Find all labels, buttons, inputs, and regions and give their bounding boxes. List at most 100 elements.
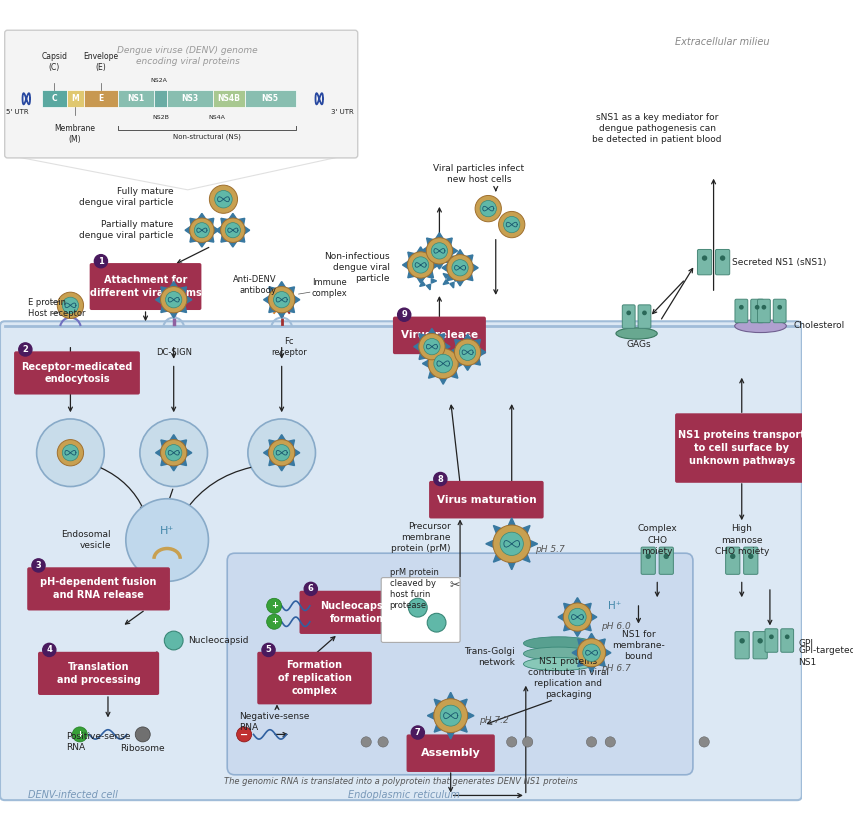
FancyBboxPatch shape: [380, 578, 460, 642]
Circle shape: [503, 217, 519, 232]
Polygon shape: [462, 363, 472, 370]
Circle shape: [164, 631, 183, 650]
Circle shape: [160, 287, 187, 313]
Polygon shape: [442, 342, 450, 351]
Circle shape: [273, 292, 289, 308]
Text: H⁺: H⁺: [607, 601, 621, 611]
Polygon shape: [438, 343, 447, 351]
Polygon shape: [169, 293, 178, 304]
Text: H⁺: H⁺: [160, 526, 174, 536]
Text: Virus maturation: Virus maturation: [436, 495, 536, 505]
Text: GAGs: GAGs: [625, 340, 650, 349]
Text: Viral particles infect
new host cells: Viral particles infect new host cells: [432, 164, 524, 184]
Text: Precursor
membrane
protein (prM): Precursor membrane protein (prM): [391, 522, 450, 553]
Text: Endoplasmic reticulum: Endoplasmic reticulum: [347, 791, 459, 800]
Circle shape: [220, 218, 245, 242]
Polygon shape: [445, 730, 455, 739]
Text: 4: 4: [46, 645, 52, 655]
Polygon shape: [444, 255, 452, 263]
Bar: [67, 90, 84, 107]
Text: Immune
complex: Immune complex: [311, 278, 347, 298]
Text: 5: 5: [265, 645, 271, 655]
Polygon shape: [445, 692, 455, 701]
Polygon shape: [169, 435, 178, 442]
Text: Attachment for
different viral forms: Attachment for different viral forms: [90, 275, 201, 298]
Circle shape: [586, 737, 596, 747]
Circle shape: [304, 583, 317, 595]
Polygon shape: [485, 539, 496, 548]
Polygon shape: [426, 238, 435, 247]
Circle shape: [784, 635, 789, 640]
Circle shape: [757, 638, 762, 644]
Circle shape: [699, 737, 709, 747]
Polygon shape: [450, 270, 454, 276]
Ellipse shape: [523, 657, 593, 670]
Polygon shape: [292, 295, 299, 304]
Circle shape: [625, 310, 630, 315]
Text: 6: 6: [307, 584, 313, 594]
Bar: [154, 90, 166, 107]
Text: prM protein
cleaved by
host furin
protease: prM protein cleaved by host furin protea…: [389, 568, 438, 610]
Text: pH-dependent fusion
and RNA release: pH-dependent fusion and RNA release: [40, 578, 157, 600]
Text: E: E: [98, 94, 103, 104]
Polygon shape: [582, 622, 590, 631]
Polygon shape: [493, 526, 503, 536]
Circle shape: [411, 726, 424, 739]
Polygon shape: [455, 339, 462, 348]
Polygon shape: [436, 334, 444, 342]
Text: Formation
of replication
complex: Formation of replication complex: [277, 660, 351, 696]
Circle shape: [412, 257, 428, 273]
FancyBboxPatch shape: [757, 299, 769, 323]
Polygon shape: [448, 369, 457, 378]
Polygon shape: [160, 440, 169, 448]
Circle shape: [418, 334, 444, 359]
FancyBboxPatch shape: [697, 249, 711, 275]
Text: Ribosome: Ribosome: [120, 744, 165, 753]
Polygon shape: [470, 263, 478, 273]
Text: +: +: [270, 601, 277, 610]
Text: pH 5.7: pH 5.7: [535, 545, 565, 554]
Text: Extracellular milieu: Extracellular milieu: [675, 38, 769, 48]
FancyBboxPatch shape: [38, 652, 159, 695]
FancyBboxPatch shape: [27, 568, 170, 610]
Circle shape: [719, 255, 724, 261]
Text: 2: 2: [22, 345, 28, 354]
Text: −: −: [240, 730, 248, 739]
Polygon shape: [456, 722, 467, 732]
FancyBboxPatch shape: [674, 413, 808, 482]
Polygon shape: [415, 276, 425, 283]
Circle shape: [160, 440, 187, 466]
Circle shape: [701, 255, 706, 261]
Circle shape: [747, 553, 752, 559]
Text: 3: 3: [36, 561, 41, 570]
Circle shape: [62, 445, 78, 461]
Polygon shape: [197, 213, 206, 220]
FancyBboxPatch shape: [734, 632, 748, 659]
Circle shape: [426, 237, 452, 264]
Polygon shape: [478, 348, 485, 357]
Text: High
mannose
CHO moiety: High mannose CHO moiety: [714, 524, 768, 556]
Polygon shape: [455, 278, 464, 286]
Circle shape: [433, 354, 452, 373]
Polygon shape: [526, 539, 537, 548]
Polygon shape: [472, 357, 480, 365]
Polygon shape: [455, 250, 464, 257]
Text: Cholesterol: Cholesterol: [792, 322, 844, 330]
Circle shape: [125, 499, 208, 581]
Text: 9: 9: [401, 310, 407, 319]
Text: NS1 proteins
contribute in viral
replication and
packaging: NS1 proteins contribute in viral replica…: [527, 657, 608, 699]
Polygon shape: [236, 234, 245, 242]
Polygon shape: [269, 287, 277, 295]
Polygon shape: [449, 348, 456, 357]
Circle shape: [582, 644, 600, 661]
Text: Partially mature
dengue viral particle: Partially mature dengue viral particle: [79, 220, 173, 240]
Polygon shape: [184, 295, 192, 304]
Text: Assembly: Assembly: [421, 748, 480, 758]
FancyBboxPatch shape: [227, 553, 692, 775]
Text: 8: 8: [437, 475, 443, 483]
Text: pH 7.2: pH 7.2: [479, 716, 508, 725]
Text: Virus release: Virus release: [400, 330, 478, 340]
FancyBboxPatch shape: [257, 652, 371, 705]
Circle shape: [262, 644, 275, 656]
Polygon shape: [169, 282, 178, 289]
